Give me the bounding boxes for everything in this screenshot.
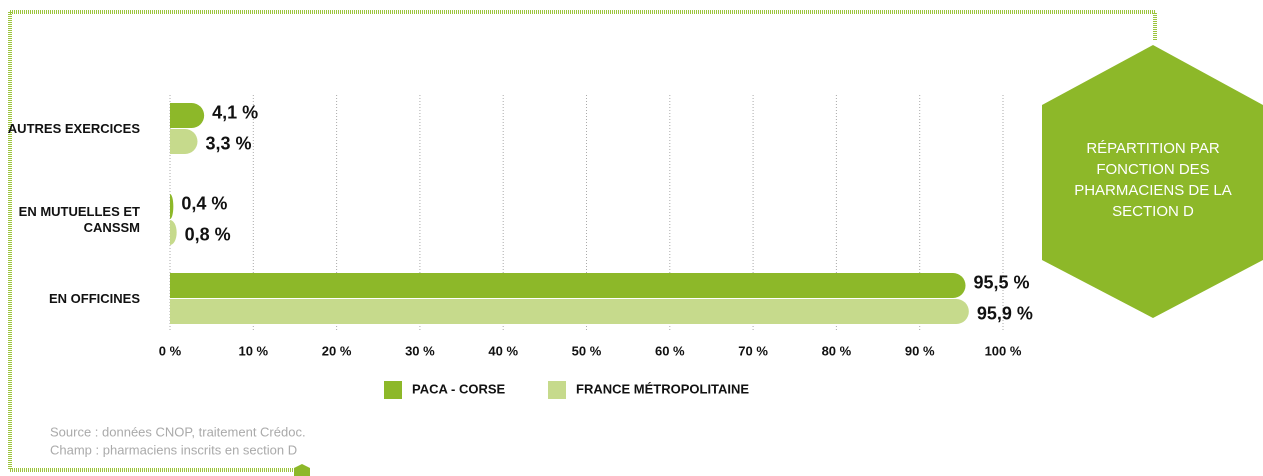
x-tick-label: 30 % bbox=[405, 343, 435, 358]
value-label: 0,4 % bbox=[181, 193, 227, 213]
y-tick-label: EN MUTUELLES ET CANSSM bbox=[18, 204, 140, 235]
x-tick-label: 60 % bbox=[655, 343, 685, 358]
bar bbox=[170, 129, 198, 154]
x-tick-label: 80 % bbox=[822, 343, 852, 358]
x-tick-label: 70 % bbox=[738, 343, 768, 358]
bar bbox=[170, 194, 174, 219]
chart-title: RÉPARTITION PAR FONCTION DES PHARMACIENS… bbox=[1074, 140, 1232, 220]
frame-marker bbox=[294, 464, 310, 476]
y-tick-label: EN OFFICINES bbox=[48, 291, 140, 306]
y-tick-label: AUTRES EXERCICES bbox=[7, 121, 140, 136]
x-tick-label: 0 % bbox=[159, 343, 182, 358]
note: Champ : pharmaciens inscrits en section … bbox=[50, 442, 297, 457]
bar bbox=[170, 103, 205, 128]
bar bbox=[170, 273, 966, 298]
legend-swatch bbox=[384, 381, 402, 399]
category-label-box: EN OFFICINES bbox=[48, 291, 140, 306]
legend-label: FRANCE MÉTROPOLITAINE bbox=[576, 381, 749, 396]
value-label: 95,5 % bbox=[974, 272, 1030, 292]
x-tick-label: 100 % bbox=[985, 343, 1022, 358]
value-label: 0,8 % bbox=[185, 224, 231, 244]
x-tick-label: 20 % bbox=[322, 343, 352, 358]
legend-swatch bbox=[548, 381, 566, 399]
value-label: 4,1 % bbox=[212, 102, 258, 122]
x-tick-label: 10 % bbox=[238, 343, 268, 358]
x-tick-label: 50 % bbox=[572, 343, 602, 358]
note: Source : données CNOP, traitement Crédoc… bbox=[50, 424, 306, 439]
title-box: RÉPARTITION PAR FONCTION DES PHARMACIENS… bbox=[1074, 140, 1232, 220]
category-label-box: AUTRES EXERCICES bbox=[7, 121, 140, 136]
bar bbox=[170, 220, 177, 245]
frame bbox=[8, 10, 1157, 472]
legend-label: PACA - CORSE bbox=[412, 381, 506, 396]
category-label-box: EN MUTUELLES ET CANSSM bbox=[18, 204, 140, 235]
x-tick-label: 40 % bbox=[488, 343, 518, 358]
x-tick-label: 90 % bbox=[905, 343, 935, 358]
value-label: 3,3 % bbox=[205, 133, 251, 153]
value-label: 95,9 % bbox=[977, 303, 1033, 323]
bar bbox=[170, 299, 969, 324]
title-hexagon bbox=[1042, 45, 1263, 318]
